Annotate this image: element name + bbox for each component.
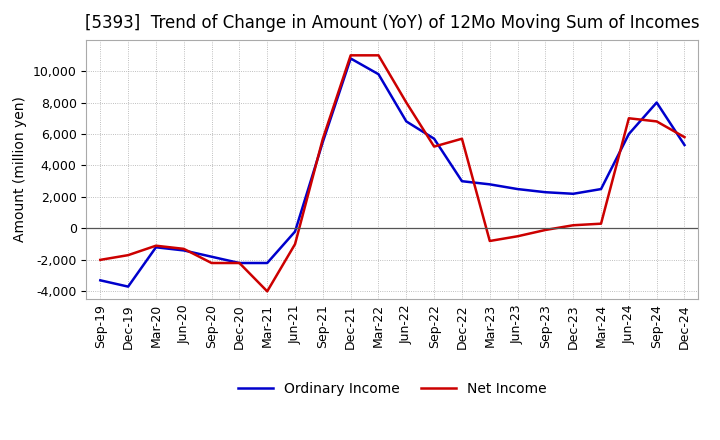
- Ordinary Income: [652, 100, 661, 105]
- Net Income: [680, 135, 689, 140]
- Line: Net Income: Net Income: [100, 55, 685, 291]
- Net Income: [235, 260, 243, 266]
- Net Income: [652, 119, 661, 124]
- Ordinary Income: [179, 248, 188, 253]
- Line: Ordinary Income: Ordinary Income: [100, 59, 685, 286]
- Net Income: [96, 257, 104, 263]
- Net Income: [207, 260, 216, 266]
- Net Income: [263, 289, 271, 294]
- Net Income: [597, 221, 606, 226]
- Ordinary Income: [235, 260, 243, 266]
- Ordinary Income: [513, 187, 522, 192]
- Ordinary Income: [458, 179, 467, 184]
- Legend: Ordinary Income, Net Income: Ordinary Income, Net Income: [233, 376, 552, 401]
- Y-axis label: Amount (million yen): Amount (million yen): [13, 96, 27, 242]
- Net Income: [124, 253, 132, 258]
- Ordinary Income: [124, 284, 132, 289]
- Ordinary Income: [346, 56, 355, 61]
- Net Income: [513, 234, 522, 239]
- Ordinary Income: [374, 72, 383, 77]
- Ordinary Income: [402, 119, 410, 124]
- Net Income: [374, 53, 383, 58]
- Ordinary Income: [430, 136, 438, 141]
- Net Income: [318, 136, 327, 141]
- Ordinary Income: [152, 245, 161, 250]
- Net Income: [541, 227, 550, 233]
- Ordinary Income: [569, 191, 577, 196]
- Net Income: [430, 144, 438, 149]
- Ordinary Income: [624, 132, 633, 137]
- Ordinary Income: [318, 139, 327, 144]
- Ordinary Income: [263, 260, 271, 266]
- Net Income: [485, 238, 494, 244]
- Title: [5393]  Trend of Change in Amount (YoY) of 12Mo Moving Sum of Incomes: [5393] Trend of Change in Amount (YoY) o…: [85, 15, 700, 33]
- Ordinary Income: [291, 229, 300, 234]
- Net Income: [179, 246, 188, 252]
- Ordinary Income: [597, 187, 606, 192]
- Ordinary Income: [96, 278, 104, 283]
- Ordinary Income: [207, 254, 216, 259]
- Net Income: [291, 242, 300, 247]
- Ordinary Income: [485, 182, 494, 187]
- Ordinary Income: [680, 143, 689, 148]
- Ordinary Income: [541, 190, 550, 195]
- Net Income: [624, 116, 633, 121]
- Net Income: [569, 223, 577, 228]
- Net Income: [402, 100, 410, 105]
- Net Income: [152, 243, 161, 248]
- Net Income: [458, 136, 467, 141]
- Net Income: [346, 53, 355, 58]
